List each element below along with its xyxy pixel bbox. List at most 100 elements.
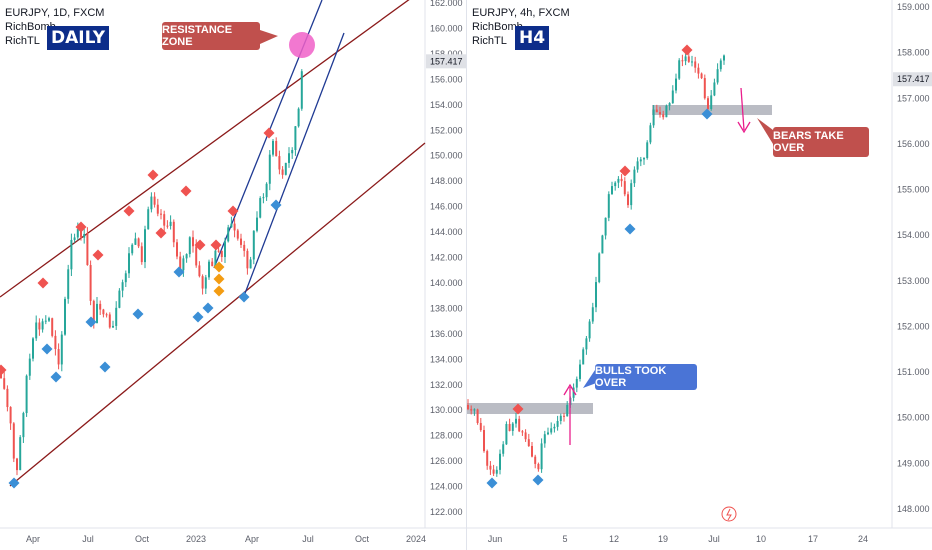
candle: [707, 98, 709, 109]
callout-pointer: [757, 118, 773, 144]
symbol-label[interactable]: EURJPY, 1D, FXCM: [5, 7, 105, 19]
orange-marker: [213, 273, 225, 285]
candle: [297, 108, 300, 127]
candle: [217, 250, 220, 252]
candle: [9, 407, 12, 424]
price-tick-label: 153.000: [897, 276, 930, 286]
candle: [556, 421, 559, 427]
candle: [230, 223, 233, 228]
candle: [655, 109, 658, 113]
candle: [703, 78, 706, 99]
time-tick-label: 2023: [186, 534, 206, 544]
candle: [547, 432, 549, 435]
candle: [643, 158, 645, 160]
indicator-label[interactable]: RichBomb: [472, 21, 523, 33]
price-tick-label: 134.000: [430, 354, 463, 364]
timeframe-badge: H4: [515, 26, 550, 50]
price-tick-label: 158.000: [430, 49, 463, 59]
time-tick-label: 19: [658, 534, 668, 544]
symbol-label[interactable]: EURJPY, 4h, FXCM: [472, 7, 570, 19]
indicator-label[interactable]: RichTL: [5, 35, 40, 47]
orange-marker: [213, 285, 225, 297]
candle: [134, 238, 137, 245]
candle: [281, 169, 284, 175]
candle: [607, 194, 610, 218]
time-tick-label: 24: [858, 534, 868, 544]
current-price-text: 157.417: [430, 56, 463, 66]
support-zone: [467, 403, 593, 414]
price-tick-label: 148.000: [897, 504, 930, 514]
candle: [591, 307, 594, 322]
price-tick-label: 152.000: [897, 321, 930, 331]
low-marker: [238, 291, 250, 303]
high-marker: [681, 44, 693, 56]
candle: [563, 415, 565, 417]
candle: [227, 227, 230, 242]
candle: [147, 209, 150, 230]
high-marker: [210, 239, 222, 251]
low-marker: [624, 223, 636, 235]
candle: [527, 439, 530, 447]
low-marker: [486, 477, 498, 489]
candle: [518, 418, 521, 432]
candle: [22, 413, 25, 438]
h4-chart-panel[interactable]: 159.000 158.000 157.000 156.000 155.000 154.0…: [466, 0, 932, 550]
time-tick-label: 5: [562, 534, 567, 544]
trendline: [243, 32, 345, 297]
bears-take-over-callout: BEARS TAKE OVER: [773, 127, 869, 157]
time-tick-label: 2024: [406, 534, 426, 544]
orange-marker: [213, 261, 225, 273]
candle: [51, 318, 54, 336]
candle: [483, 430, 485, 452]
channel-lower-line: [9, 142, 426, 487]
daily-chart-canvas[interactable]: 162.000 160.000 158.000 156.000 154.000 152.0…: [0, 0, 466, 550]
time-tick-label: Jul: [82, 534, 94, 544]
high-marker: [619, 165, 631, 177]
candle: [243, 244, 246, 251]
candle: [713, 82, 716, 96]
h4-chart-canvas[interactable]: 159.000 158.000 157.000 156.000 155.000 154.0…: [467, 0, 932, 550]
lightning-icon[interactable]: [721, 506, 737, 522]
price-tick-label: 149.000: [897, 458, 930, 468]
high-marker: [147, 169, 159, 181]
candle: [80, 229, 82, 238]
indicator-label[interactable]: RichTL: [472, 35, 507, 47]
candle: [115, 307, 118, 326]
candle: [73, 237, 76, 240]
candle: [476, 409, 479, 423]
candle: [166, 225, 169, 227]
price-tick-label: 156.000: [897, 139, 930, 149]
low-marker: [701, 108, 713, 120]
high-marker: [263, 127, 275, 139]
price-tick-label: 157.000: [897, 93, 930, 103]
candle: [649, 125, 652, 143]
candle: [543, 434, 546, 444]
price-tick-label: 154.000: [430, 100, 463, 110]
candle: [262, 197, 265, 199]
time-tick-label: Apr: [26, 534, 40, 544]
candle: [25, 375, 28, 414]
high-marker: [0, 364, 7, 376]
price-tick-label: 159.000: [897, 2, 930, 12]
candle: [470, 409, 473, 411]
candle: [41, 321, 44, 330]
candle: [479, 422, 482, 431]
indicator-label[interactable]: RichBomb: [5, 21, 56, 33]
candle: [671, 90, 674, 104]
candle: [284, 162, 287, 175]
candle: [495, 469, 498, 474]
daily-chart-panel[interactable]: 162.000 160.000 158.000 156.000 154.000 152.0…: [0, 0, 466, 550]
candle: [646, 142, 649, 159]
price-tick-label: 126.000: [430, 456, 463, 466]
candle: [278, 156, 281, 170]
candle: [511, 423, 514, 431]
price-tick-label: 122.000: [430, 507, 463, 517]
candle: [48, 318, 50, 321]
high-marker: [194, 239, 206, 251]
low-marker: [8, 477, 20, 489]
candle: [249, 259, 252, 269]
candle: [633, 169, 636, 184]
candle: [687, 56, 690, 62]
low-marker: [202, 302, 214, 314]
candle: [572, 387, 575, 398]
